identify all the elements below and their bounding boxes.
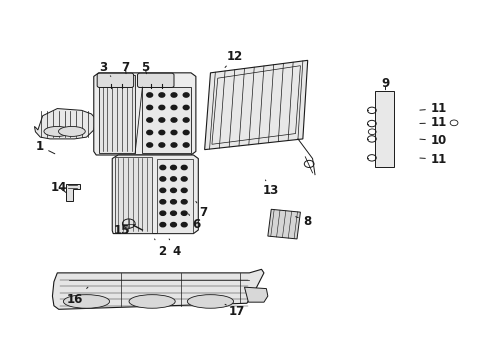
Text: 10: 10: [419, 134, 446, 147]
Circle shape: [183, 118, 189, 122]
Circle shape: [160, 188, 165, 193]
Circle shape: [181, 200, 187, 204]
Circle shape: [183, 143, 189, 147]
Text: 14: 14: [50, 181, 67, 194]
Circle shape: [171, 93, 177, 97]
Circle shape: [183, 93, 189, 97]
Text: 2: 2: [154, 239, 165, 258]
Circle shape: [160, 200, 165, 204]
Text: 15: 15: [114, 224, 130, 237]
Polygon shape: [267, 209, 300, 239]
Circle shape: [181, 211, 187, 215]
Text: 17: 17: [224, 304, 245, 318]
Circle shape: [170, 200, 176, 204]
Text: 8: 8: [295, 215, 311, 228]
Circle shape: [146, 118, 152, 122]
Text: 11: 11: [419, 116, 446, 129]
Text: 12: 12: [224, 50, 243, 67]
Text: 7: 7: [121, 61, 129, 74]
Polygon shape: [374, 91, 393, 167]
Text: 6: 6: [188, 214, 200, 231]
Circle shape: [159, 105, 164, 110]
Circle shape: [160, 222, 165, 227]
Polygon shape: [157, 158, 193, 233]
Circle shape: [159, 143, 164, 147]
Circle shape: [170, 177, 176, 181]
Polygon shape: [99, 75, 135, 153]
Polygon shape: [94, 73, 196, 155]
Text: 11: 11: [419, 153, 446, 166]
Circle shape: [171, 143, 177, 147]
Ellipse shape: [63, 295, 109, 308]
Circle shape: [160, 211, 165, 215]
Circle shape: [171, 118, 177, 122]
Circle shape: [160, 165, 165, 170]
Text: 9: 9: [381, 77, 389, 90]
Circle shape: [181, 222, 187, 227]
Circle shape: [159, 130, 164, 135]
Circle shape: [159, 118, 164, 122]
Polygon shape: [142, 87, 191, 153]
Circle shape: [181, 188, 187, 193]
Text: 16: 16: [67, 287, 88, 306]
Circle shape: [181, 177, 187, 181]
Circle shape: [170, 165, 176, 170]
Polygon shape: [115, 157, 152, 233]
Text: 1: 1: [35, 140, 55, 154]
Circle shape: [146, 143, 152, 147]
Polygon shape: [204, 60, 307, 150]
Circle shape: [183, 105, 189, 110]
Text: 3: 3: [99, 61, 111, 76]
Circle shape: [170, 211, 176, 215]
Ellipse shape: [129, 295, 175, 308]
Polygon shape: [112, 155, 198, 234]
Circle shape: [170, 188, 176, 193]
Circle shape: [146, 130, 152, 135]
Circle shape: [171, 130, 177, 135]
Polygon shape: [65, 184, 80, 202]
Polygon shape: [52, 269, 264, 309]
FancyBboxPatch shape: [137, 73, 174, 87]
Polygon shape: [34, 109, 96, 139]
Text: 11: 11: [419, 102, 446, 115]
Ellipse shape: [59, 126, 85, 136]
Text: 4: 4: [169, 239, 180, 258]
Circle shape: [183, 130, 189, 135]
Polygon shape: [244, 287, 267, 302]
Circle shape: [171, 105, 177, 110]
Text: 7: 7: [196, 202, 207, 219]
Text: 5: 5: [141, 61, 149, 74]
Circle shape: [159, 93, 164, 97]
Circle shape: [170, 222, 176, 227]
Circle shape: [181, 165, 187, 170]
Ellipse shape: [187, 295, 233, 308]
Ellipse shape: [44, 126, 71, 136]
Circle shape: [146, 93, 152, 97]
Circle shape: [160, 177, 165, 181]
Text: 13: 13: [263, 180, 279, 197]
Circle shape: [146, 105, 152, 110]
FancyBboxPatch shape: [97, 73, 133, 87]
